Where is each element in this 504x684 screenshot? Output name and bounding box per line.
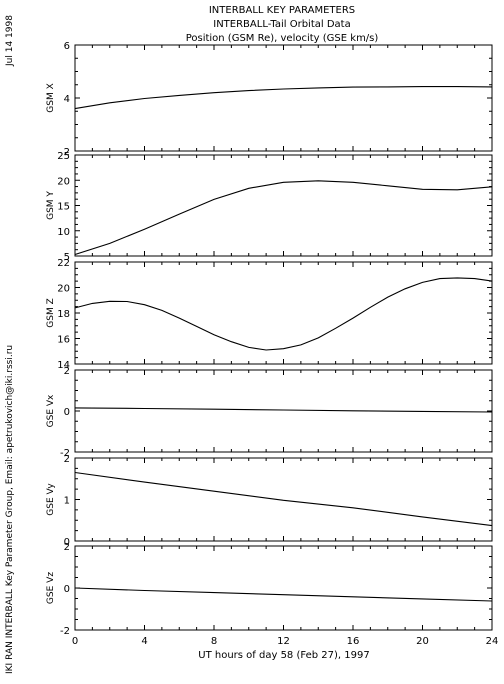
x-axis-label: UT hours of day 58 (Feb 27), 1997 — [198, 650, 369, 661]
x-tick-label: 20 — [416, 636, 429, 647]
y-tick-label: 2 — [64, 454, 70, 465]
x-tick-label: 16 — [347, 636, 360, 647]
credit-text: IKI RAN INTERBALL Key Parameter Group, E… — [5, 345, 15, 674]
series-line-gse-vy — [74, 471, 493, 527]
series-line-gsm-z — [74, 277, 493, 351]
x-tick-label: 12 — [277, 636, 290, 647]
y-tick-label: 2 — [64, 366, 70, 377]
y-tick-label: 14 — [57, 360, 70, 371]
y-tick-label: 0 — [64, 584, 70, 595]
series-line-gse-vx — [74, 407, 493, 413]
title-line-3: Position (GSM Re), velocity (GSE km/s) — [186, 33, 379, 44]
panel-frame — [74, 44, 493, 152]
panel-frame — [74, 154, 493, 257]
y-tick-label: 20 — [57, 284, 70, 295]
title-line-2: INTERBALL-Tail Orbital Data — [213, 19, 350, 30]
y-tick-label: 5 — [64, 252, 70, 263]
y-tick-label: -2 — [60, 626, 70, 637]
title-line-1: INTERBALL KEY PARAMETERS — [209, 5, 355, 16]
series-line-gsm-x — [74, 86, 493, 110]
y-tick-label: -2 — [60, 448, 70, 459]
y-axis-label: GSM X — [46, 83, 56, 112]
y-tick-label: 20 — [57, 176, 70, 187]
y-tick-label: 15 — [57, 202, 70, 213]
y-tick-label: 22 — [57, 258, 70, 269]
panel-frame — [74, 457, 493, 542]
y-tick-label: 10 — [57, 227, 70, 238]
y-axis-label: GSE Vy — [46, 483, 56, 516]
y-tick-label: 6 — [64, 41, 70, 52]
y-tick-label: 2 — [64, 147, 70, 158]
y-tick-label: 25 — [57, 151, 70, 162]
y-tick-label: 0 — [64, 407, 70, 418]
x-tick-label: 24 — [486, 636, 499, 647]
date-stamp: Jul 14 1998 — [5, 15, 15, 67]
x-tick-label: 4 — [141, 636, 147, 647]
y-tick-label: 2 — [64, 542, 70, 553]
series-line-gse-vz — [74, 587, 493, 602]
x-tick-label: 8 — [211, 636, 217, 647]
series-line-gsm-y — [74, 180, 493, 256]
y-axis-label: GSM Y — [46, 191, 56, 220]
panel-frame — [74, 545, 493, 631]
y-tick-label: 4 — [64, 94, 70, 105]
y-tick-label: 0 — [64, 537, 70, 548]
y-axis-label: GSM Z — [46, 298, 56, 327]
y-axis-label: GSE Vx — [46, 394, 56, 427]
y-axis-label: GSE Vz — [46, 572, 56, 604]
y-tick-label: 1 — [64, 496, 70, 507]
x-tick-label: 0 — [72, 636, 78, 647]
y-tick-label: 16 — [57, 335, 70, 346]
y-tick-label: 18 — [57, 309, 70, 320]
